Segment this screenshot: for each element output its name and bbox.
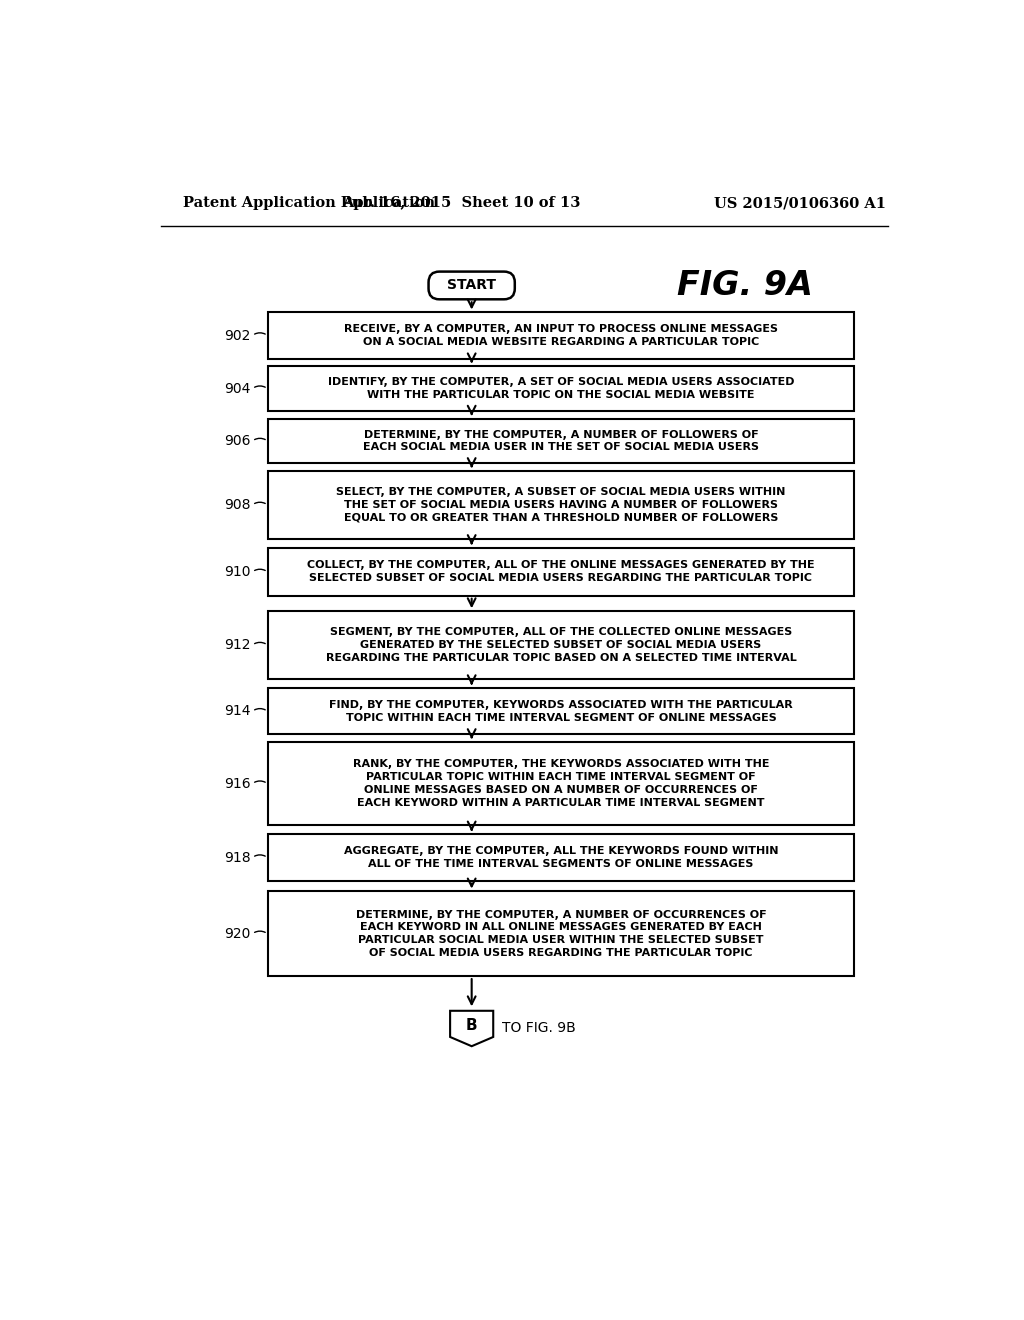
Text: US 2015/0106360 A1: US 2015/0106360 A1: [715, 197, 887, 210]
Text: 902: 902: [224, 329, 251, 342]
Text: SEGMENT, BY THE COMPUTER, ALL OF THE COLLECTED ONLINE MESSAGES
GENERATED BY THE : SEGMENT, BY THE COMPUTER, ALL OF THE COL…: [326, 627, 797, 663]
FancyBboxPatch shape: [267, 891, 854, 977]
Text: 916: 916: [224, 776, 251, 791]
FancyBboxPatch shape: [267, 834, 854, 880]
Text: SELECT, BY THE COMPUTER, A SUBSET OF SOCIAL MEDIA USERS WITHIN
THE SET OF SOCIAL: SELECT, BY THE COMPUTER, A SUBSET OF SOC…: [336, 487, 785, 523]
Text: RECEIVE, BY A COMPUTER, AN INPUT TO PROCESS ONLINE MESSAGES
ON A SOCIAL MEDIA WE: RECEIVE, BY A COMPUTER, AN INPUT TO PROC…: [344, 325, 778, 347]
FancyBboxPatch shape: [267, 367, 854, 411]
Text: DETERMINE, BY THE COMPUTER, A NUMBER OF FOLLOWERS OF
EACH SOCIAL MEDIA USER IN T: DETERMINE, BY THE COMPUTER, A NUMBER OF …: [362, 429, 759, 453]
Text: RANK, BY THE COMPUTER, THE KEYWORDS ASSOCIATED WITH THE
PARTICULAR TOPIC WITHIN : RANK, BY THE COMPUTER, THE KEYWORDS ASSO…: [352, 759, 769, 808]
FancyBboxPatch shape: [267, 418, 854, 463]
Text: 904: 904: [224, 381, 251, 396]
FancyBboxPatch shape: [267, 471, 854, 539]
FancyBboxPatch shape: [267, 742, 854, 825]
Text: DETERMINE, BY THE COMPUTER, A NUMBER OF OCCURRENCES OF
EACH KEYWORD IN ALL ONLIN: DETERMINE, BY THE COMPUTER, A NUMBER OF …: [355, 909, 766, 958]
Text: 918: 918: [224, 850, 251, 865]
FancyBboxPatch shape: [429, 272, 515, 300]
Text: 914: 914: [224, 705, 251, 718]
Polygon shape: [451, 1011, 494, 1047]
Text: 910: 910: [224, 565, 251, 579]
FancyBboxPatch shape: [267, 548, 854, 595]
Text: 920: 920: [224, 927, 251, 941]
FancyBboxPatch shape: [267, 313, 854, 359]
Text: Patent Application Publication: Patent Application Publication: [183, 197, 435, 210]
Text: COLLECT, BY THE COMPUTER, ALL OF THE ONLINE MESSAGES GENERATED BY THE
SELECTED S: COLLECT, BY THE COMPUTER, ALL OF THE ONL…: [307, 561, 815, 583]
Text: IDENTIFY, BY THE COMPUTER, A SET OF SOCIAL MEDIA USERS ASSOCIATED
WITH THE PARTI: IDENTIFY, BY THE COMPUTER, A SET OF SOCI…: [328, 378, 795, 400]
Text: 908: 908: [224, 498, 251, 512]
FancyBboxPatch shape: [267, 688, 854, 734]
Text: 906: 906: [224, 434, 251, 447]
Text: FIND, BY THE COMPUTER, KEYWORDS ASSOCIATED WITH THE PARTICULAR
TOPIC WITHIN EACH: FIND, BY THE COMPUTER, KEYWORDS ASSOCIAT…: [329, 700, 793, 722]
Text: START: START: [447, 279, 497, 293]
Text: Apr. 16, 2015  Sheet 10 of 13: Apr. 16, 2015 Sheet 10 of 13: [342, 197, 581, 210]
Text: B: B: [466, 1018, 477, 1034]
Text: FIG. 9A: FIG. 9A: [677, 269, 813, 302]
Text: TO FIG. 9B: TO FIG. 9B: [503, 1022, 577, 1035]
Text: 912: 912: [224, 638, 251, 652]
Text: AGGREGATE, BY THE COMPUTER, ALL THE KEYWORDS FOUND WITHIN
ALL OF THE TIME INTERV: AGGREGATE, BY THE COMPUTER, ALL THE KEYW…: [344, 846, 778, 869]
FancyBboxPatch shape: [267, 611, 854, 678]
